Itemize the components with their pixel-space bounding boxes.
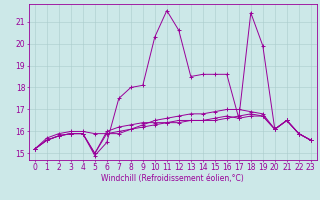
X-axis label: Windchill (Refroidissement éolien,°C): Windchill (Refroidissement éolien,°C)	[101, 174, 244, 183]
